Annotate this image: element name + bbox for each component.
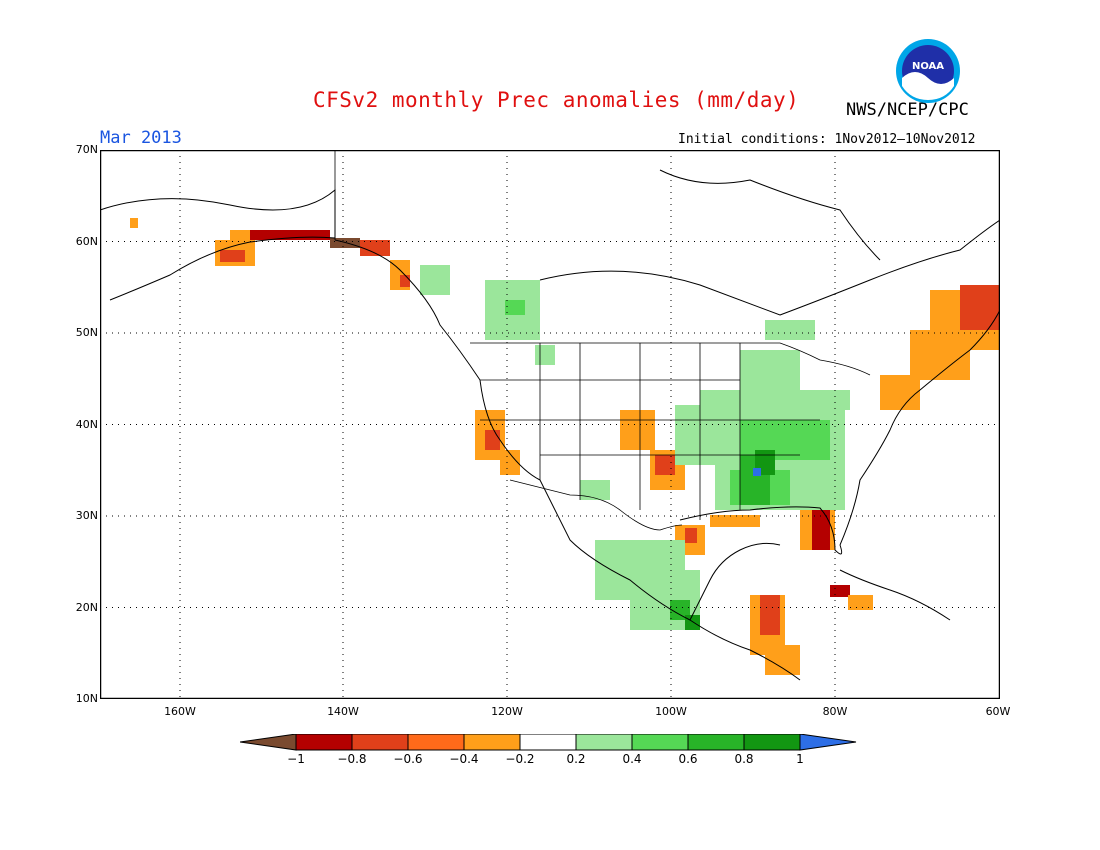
map-title: CFSv2 monthly Prec anomalies (mm/day)	[313, 88, 800, 112]
month-label: Mar 2013	[100, 128, 182, 148]
noaa-logo-icon: NOAA	[896, 39, 960, 103]
colorbar-cell-8	[687, 734, 745, 751]
colorbar-label: 0.6	[678, 752, 698, 766]
colorbar-label: −0.2	[505, 752, 535, 766]
colorbar-label: 0.8	[734, 752, 754, 766]
lon-label-140w: 140W	[327, 705, 359, 718]
lat-label-60n: 60N	[75, 235, 98, 248]
lon-label-120w: 120W	[491, 705, 523, 718]
svg-text:NOAA: NOAA	[912, 61, 944, 72]
colorbar-cell-0	[240, 734, 297, 751]
colorbar-label: −0.6	[393, 752, 423, 766]
colorbar-label: 1	[796, 752, 804, 766]
colorbar-label: 0.4	[622, 752, 642, 766]
lat-label-70n: 70N	[75, 143, 98, 156]
colorbar-label: −0.8	[337, 752, 367, 766]
lon-label-80w: 80W	[822, 705, 848, 718]
colorbar-cell-3	[407, 734, 465, 751]
precip-anomaly-map	[100, 150, 1000, 699]
lon-label-160w: 160W	[164, 705, 196, 718]
lat-lon-grid	[100, 150, 1000, 699]
colorbar-cell-4	[463, 734, 521, 751]
lon-label-100w: 100W	[655, 705, 687, 718]
colorbar-cell-2	[351, 734, 409, 751]
colorbar-cell-6	[575, 734, 633, 751]
colorbar-cell-5	[519, 734, 577, 751]
lat-label-10n: 10N	[75, 692, 98, 705]
colorbar-cell-7	[631, 734, 689, 751]
agency-label: NWS/NCEP/CPC	[846, 100, 969, 120]
lat-label-20n: 20N	[75, 601, 98, 614]
anomaly-cells	[130, 218, 1000, 675]
colorbar-label: −0.4	[449, 752, 479, 766]
initial-conditions-label: Initial conditions: 1Nov2012—10Nov2012	[678, 132, 976, 147]
colorbar-label: −1	[287, 752, 305, 766]
lat-label-40n: 40N	[75, 418, 98, 431]
colorbar-cell-10	[799, 734, 857, 751]
colorbar	[240, 734, 857, 751]
borders	[334, 150, 871, 531]
colorbar-cell-9	[743, 734, 801, 751]
lat-label-50n: 50N	[75, 326, 98, 339]
lon-label-60w: 60W	[985, 705, 1011, 718]
colorbar-cell-1	[295, 734, 353, 751]
colorbar-label: 0.2	[566, 752, 586, 766]
lat-label-30n: 30N	[75, 509, 98, 522]
